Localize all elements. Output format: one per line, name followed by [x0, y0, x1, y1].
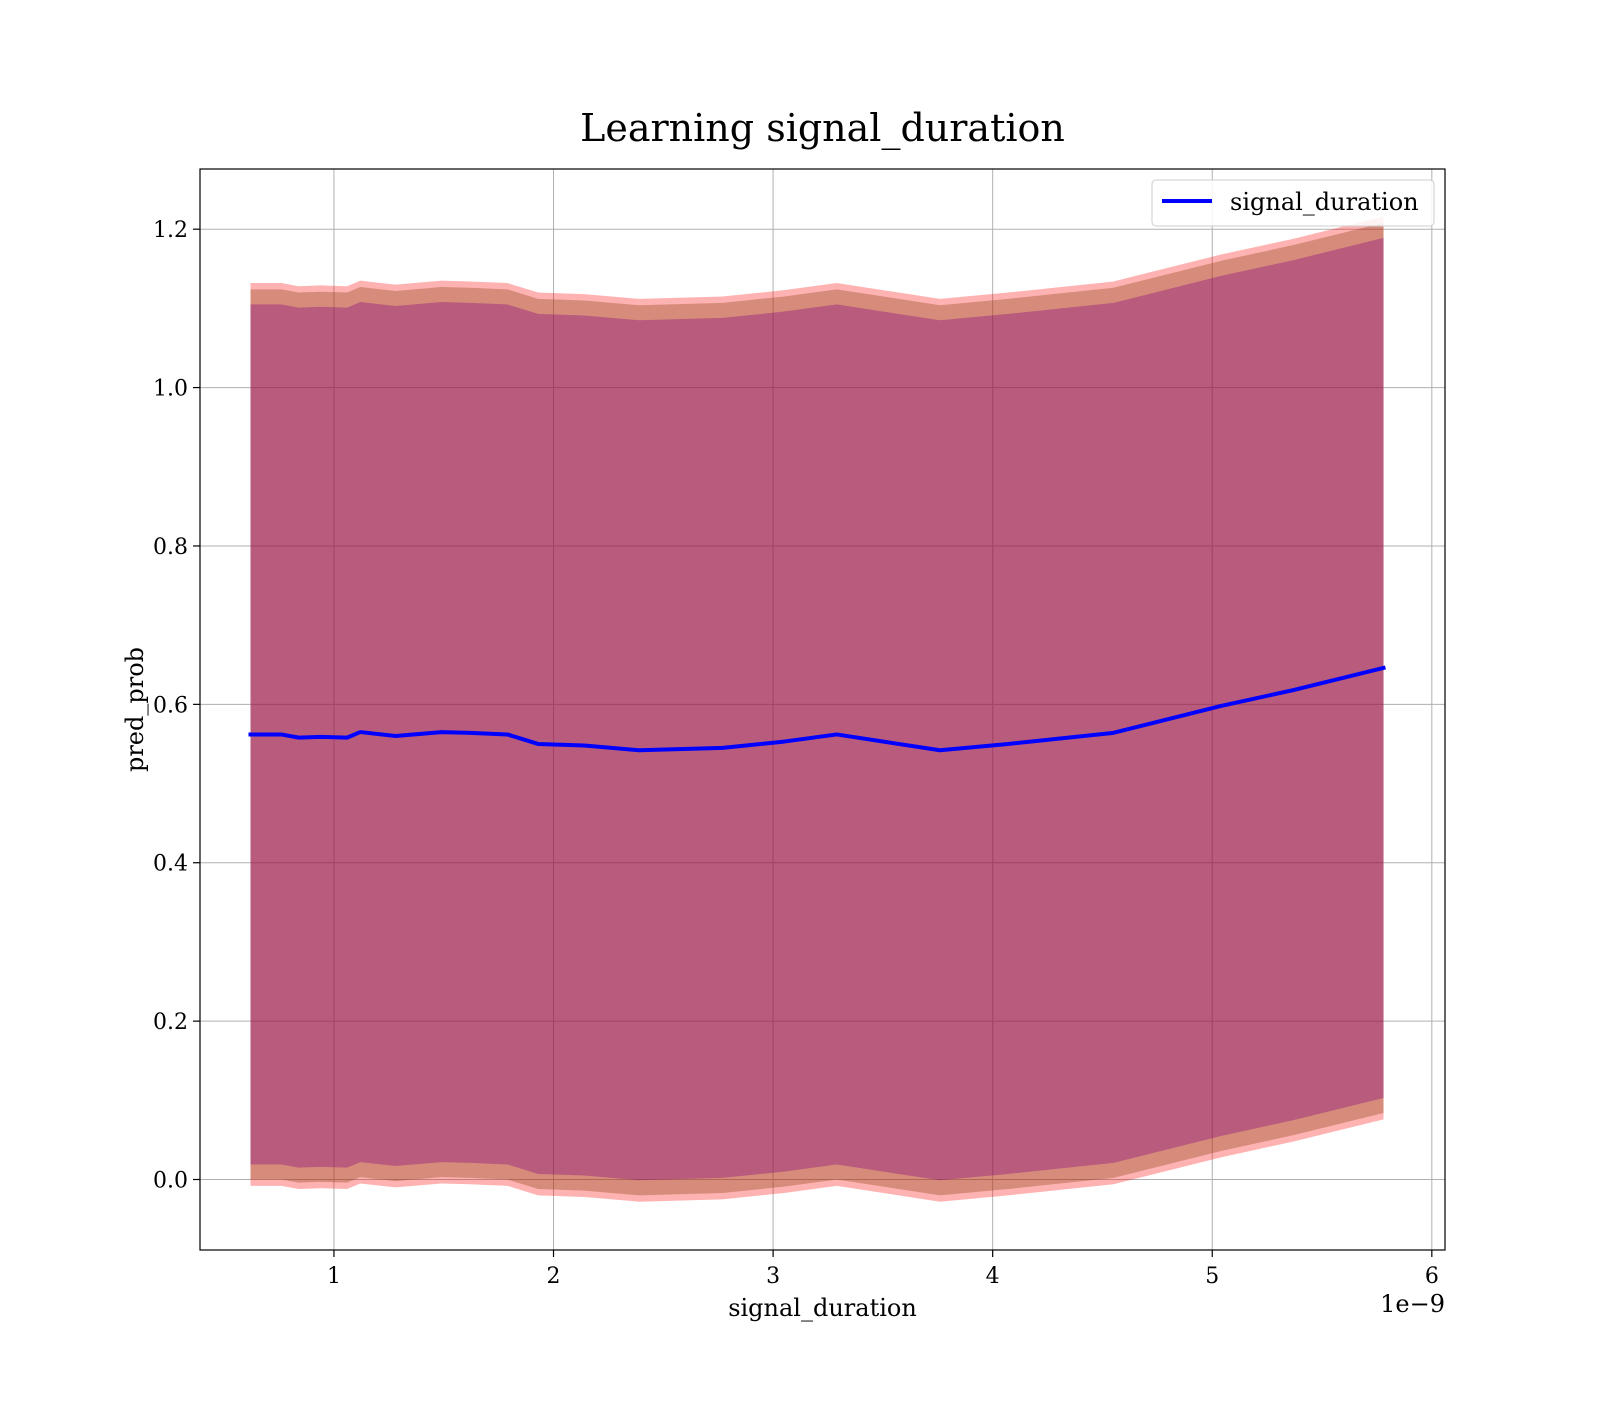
y-tick-label: 1.2 [153, 218, 188, 243]
confidence-band-2 [250, 222, 1384, 1196]
x-tick-label: 1 [327, 1264, 341, 1289]
x-axis-label: signal_duration [728, 1294, 917, 1322]
x-tick-label: 5 [1205, 1264, 1219, 1289]
x-tick-label: 4 [986, 1264, 1000, 1289]
confidence-band-3 [250, 237, 1384, 1181]
x-tick-label: 3 [766, 1264, 780, 1289]
legend-label-signal-duration: signal_duration [1230, 188, 1419, 216]
y-tick-label: 0.6 [153, 693, 188, 718]
series-line-signal-duration [248, 665, 1386, 753]
y-tick-label: 0.2 [153, 1010, 188, 1035]
plot-frame [199, 168, 1446, 1251]
x-tick-label: 2 [547, 1264, 561, 1289]
y-tick-label: 0.0 [153, 1169, 188, 1194]
legend-box [1151, 179, 1435, 227]
x-axis-offset-label: 1e−9 [1380, 1290, 1445, 1318]
y-tick-label: 0.4 [153, 852, 188, 877]
legend: signal_duration [1151, 179, 1435, 227]
y-tick-label: 1.0 [153, 377, 188, 402]
y-axis-label: pred_prob [121, 647, 149, 772]
confidence-bands [250, 216, 1384, 1202]
confidence-band-1 [250, 216, 1384, 1202]
x-tick-label: 6 [1425, 1264, 1439, 1289]
y-tick-label: 0.8 [153, 535, 188, 560]
chart-title: Learning signal_duration [580, 106, 1065, 151]
axis-ticks: 1 2 3 4 5 6 0.0 0.2 0.4 0.6 0.8 1.0 1.2 [153, 218, 1439, 1289]
series-lines [248, 665, 1386, 753]
